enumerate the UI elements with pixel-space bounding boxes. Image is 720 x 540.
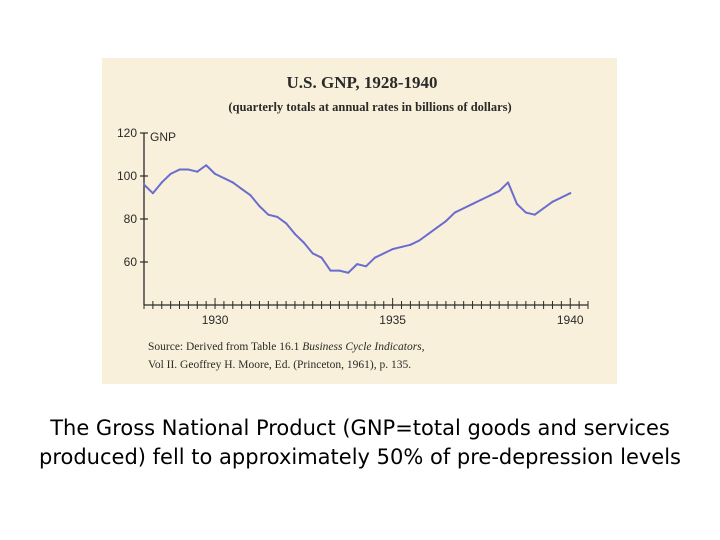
gnp-point	[143, 183, 145, 186]
gnp-point	[222, 177, 225, 180]
gnp-point	[533, 213, 536, 216]
gnp-point	[276, 215, 279, 218]
x-tick-label-1930: 1930	[202, 313, 229, 327]
gnp-point	[444, 220, 447, 223]
gnp-point	[160, 181, 163, 184]
gnp-data-points	[143, 164, 572, 274]
gnp-point	[151, 192, 154, 195]
gnp-point	[551, 200, 554, 203]
gnp-point	[542, 207, 545, 210]
gnp-point	[498, 190, 501, 193]
y-tick-label-80: 80	[124, 212, 138, 226]
y-tick-label-100: 100	[117, 169, 137, 183]
gnp-point	[480, 198, 483, 201]
series-label-gnp: GNP	[150, 130, 176, 144]
gnp-point	[302, 241, 305, 244]
gnp-point	[436, 226, 439, 229]
gnp-point	[320, 256, 323, 259]
caption-line-2: produced) fell to approximately 50% of p…	[38, 445, 682, 469]
gnp-point	[329, 269, 332, 272]
gnp-point	[311, 252, 314, 255]
gnp-point	[489, 194, 492, 197]
gnp-point	[418, 239, 421, 242]
axes: 120 100 80 60 1930 1935 1940	[117, 126, 589, 327]
gnp-point	[356, 263, 359, 266]
gnp-point	[338, 269, 341, 272]
gnp-point	[507, 181, 510, 184]
gnp-point	[347, 271, 350, 274]
gnp-point	[427, 233, 430, 236]
gnp-point	[249, 194, 252, 197]
slide-caption: The Gross National Product (GNP=total go…	[0, 414, 720, 472]
source-line-1-italic: Business Cycle Indicators,	[302, 341, 424, 353]
gnp-point	[205, 164, 208, 167]
gnp-point	[524, 211, 527, 214]
gnp-point	[231, 181, 234, 184]
gnp-point	[258, 205, 261, 208]
chart-subtitle: (quarterly totals at annual rates in bil…	[228, 100, 511, 114]
source-line-2: Vol II. Geoffrey H. Moore, Ed. (Princeto…	[148, 359, 411, 371]
gnp-point	[187, 168, 190, 171]
gnp-point	[471, 202, 474, 205]
gnp-point	[560, 196, 563, 199]
gnp-point	[373, 256, 376, 259]
gnp-point	[178, 168, 181, 171]
source-line-1: Source: Derived from Table 16.1 Business…	[148, 341, 425, 353]
gnp-point	[240, 187, 243, 190]
gnp-point	[515, 202, 518, 205]
gnp-point	[196, 170, 199, 173]
gnp-series-line	[143, 164, 572, 274]
y-axis-ticks: 120 100 80 60	[117, 126, 148, 269]
x-axis-ticks: 1930 1935 1940	[143, 298, 589, 327]
gnp-point	[285, 222, 288, 225]
gnp-point	[391, 248, 394, 251]
gnp-point	[365, 265, 367, 268]
source-line-1-text: Source: Derived from Table 16.1	[148, 341, 300, 353]
gnp-point	[169, 172, 172, 175]
gnp-point	[267, 213, 270, 216]
chart-figure: U.S. GNP, 1928-1940 (quarterly totals at…	[102, 58, 617, 384]
gnp-point	[400, 245, 403, 248]
y-tick-label-60: 60	[124, 255, 138, 269]
x-tick-label-1940: 1940	[557, 313, 584, 327]
gnp-line-chart: U.S. GNP, 1928-1940 (quarterly totals at…	[117, 73, 589, 371]
gnp-point	[569, 192, 572, 195]
chart-title: U.S. GNP, 1928-1940	[287, 73, 438, 92]
gnp-point	[462, 207, 465, 210]
gnp-point	[293, 233, 296, 236]
gnp-point	[453, 211, 456, 214]
y-tick-label-120: 120	[117, 126, 137, 140]
gnp-point	[214, 172, 217, 175]
gnp-point	[382, 252, 385, 255]
caption-line-1: The Gross National Product (GNP=total go…	[50, 416, 670, 440]
x-tick-label-1935: 1935	[379, 313, 406, 327]
gnp-point	[409, 243, 412, 246]
